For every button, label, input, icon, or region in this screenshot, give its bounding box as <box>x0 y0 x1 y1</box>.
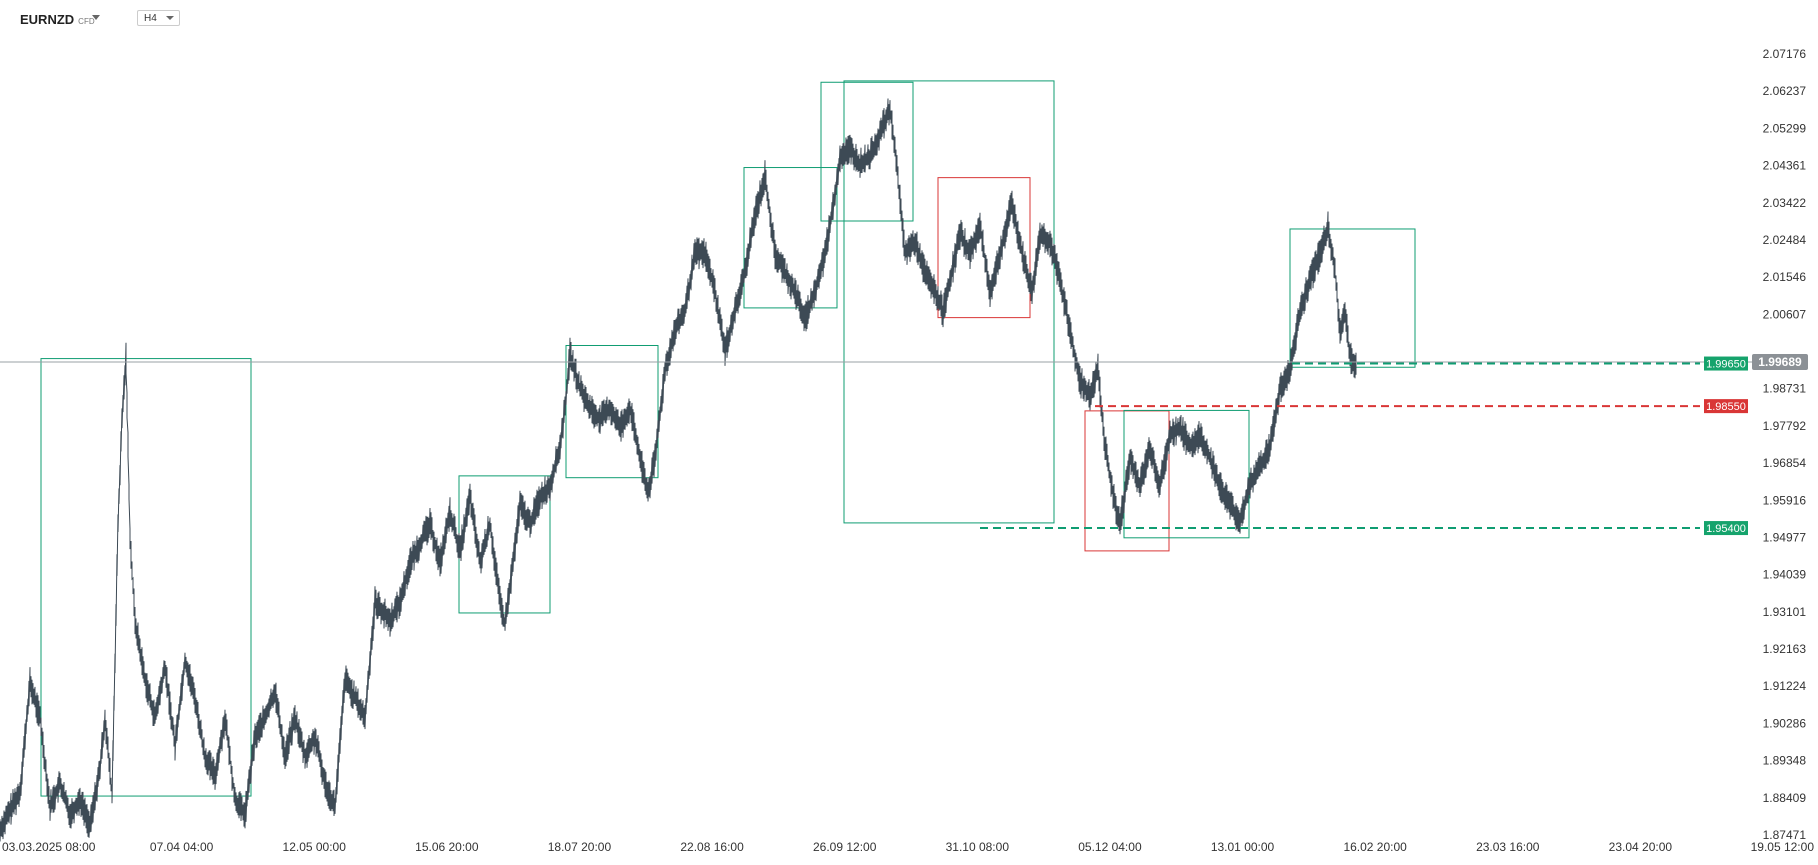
symbol-name: EURNZD <box>20 12 75 27</box>
x-tick-label: 31.10 08:00 <box>946 840 1010 854</box>
y-tick-label: 2.04361 <box>1763 159 1807 173</box>
y-tick-label: 1.94977 <box>1763 530 1807 544</box>
y-tick-label: 1.93101 <box>1763 605 1807 619</box>
price-series <box>0 98 1357 842</box>
x-tick-label: 23.04 20:00 <box>1609 840 1673 854</box>
x-tick-label: 23.03 16:00 <box>1476 840 1540 854</box>
x-axis: 03.03.2025 08:00 07.04 04:00 12.05 00:00 15… <box>2 840 1814 854</box>
y-tick-label: 2.07176 <box>1763 47 1807 61</box>
level-badge-1 <box>1704 356 1748 371</box>
level-label-1: 1.99650 <box>1706 359 1746 371</box>
green-zone-box-10 <box>1289 228 1416 368</box>
y-axis: 2.07176 2.06237 2.05299 2.04361 2.03422 2.024… <box>1763 47 1807 842</box>
x-tick-label: 07.04 04:00 <box>150 840 214 854</box>
y-tick-label: 2.03422 <box>1763 196 1807 210</box>
chart-toolbar: EURNZD CFD H4 <box>0 0 1818 36</box>
red-zone-box-7 <box>937 177 1031 319</box>
current-price-badge <box>1752 354 1808 371</box>
x-tick-label: 05.12 04:00 <box>1078 840 1142 854</box>
green-zone-box-4 <box>743 167 838 309</box>
x-tick-label: 16.02 20:00 <box>1343 840 1407 854</box>
y-tick-label: 2.02484 <box>1763 233 1807 247</box>
x-tick-label: 15.06 20:00 <box>415 840 479 854</box>
y-tick-label: 1.96854 <box>1763 456 1807 470</box>
x-tick-label: 18.07 20:00 <box>548 840 612 854</box>
timeframe-chevron-down-icon <box>166 16 174 20</box>
symbol-dropdown-icon[interactable] <box>92 15 100 20</box>
y-tick-label: 1.94039 <box>1763 568 1807 582</box>
y-tick-label: 1.89348 <box>1763 754 1807 768</box>
y-tick-label: 1.91224 <box>1763 679 1807 693</box>
timeframe-label: H4 <box>144 13 157 24</box>
symbol-type: CFD <box>78 17 95 26</box>
x-tick-label: 26.09 12:00 <box>813 840 877 854</box>
level-badge-2 <box>1704 399 1748 414</box>
x-tick-label: 22.08 16:00 <box>680 840 744 854</box>
x-tick-label: 13.01 00:00 <box>1211 840 1275 854</box>
x-tick-label: 12.05 00:00 <box>283 840 347 854</box>
x-tick-label: 03.03.2025 08:00 <box>2 840 96 854</box>
green-zone-box-5 <box>820 81 914 222</box>
level-badge-3 <box>1704 521 1748 536</box>
green-zone-box-9 <box>1123 409 1250 539</box>
y-tick-label: 1.97792 <box>1763 419 1807 433</box>
price-series-layer <box>0 98 1357 842</box>
y-tick-label: 2.01546 <box>1763 270 1807 284</box>
levels-layer: 1.99650 1.98550 1.95400 1.99689 <box>0 354 1808 536</box>
symbol-label[interactable]: EURNZD CFD <box>20 12 95 27</box>
level-label-2: 1.98550 <box>1706 401 1746 413</box>
level-label-3: 1.95400 <box>1706 523 1746 535</box>
y-tick-label: 2.00607 <box>1763 307 1807 321</box>
y-tick-label: 2.06237 <box>1763 84 1807 98</box>
y-tick-label: 2.05299 <box>1763 121 1807 135</box>
timeframe-select[interactable]: H4 <box>137 10 180 26</box>
y-tick-label: 1.92163 <box>1763 642 1807 656</box>
green-zone-box-3 <box>565 344 659 479</box>
green-zone-box-6 <box>843 80 1055 524</box>
zones-layer <box>40 80 1416 797</box>
y-tick-label: 1.95916 <box>1763 493 1807 507</box>
current-price-label: 1.99689 <box>1758 355 1802 369</box>
y-tick-label: 1.98731 <box>1763 382 1807 396</box>
y-tick-label: 1.88409 <box>1763 791 1807 805</box>
y-tick-label: 1.87471 <box>1763 828 1807 842</box>
y-tick-label: 1.90286 <box>1763 716 1807 730</box>
x-tick-label: 19.05 12:00 <box>1751 840 1815 854</box>
green-zone-box-1 <box>40 358 252 797</box>
